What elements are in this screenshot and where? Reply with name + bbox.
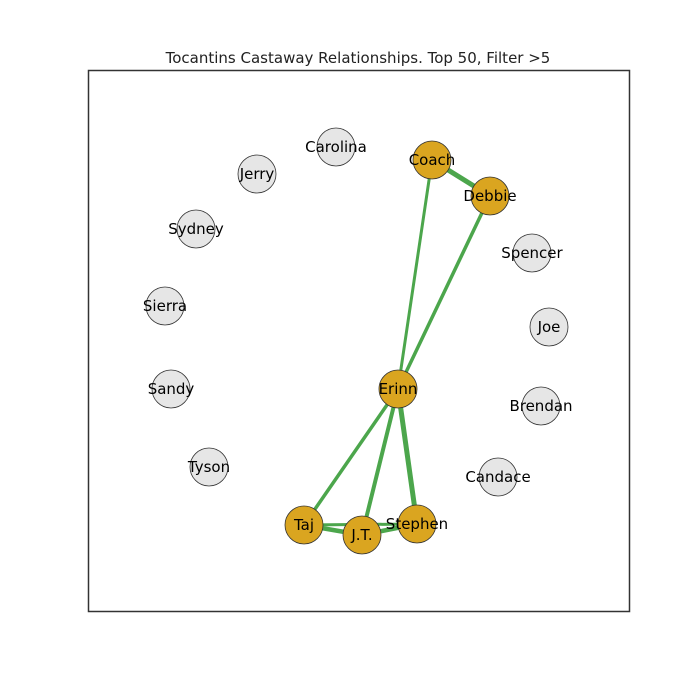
node-circle-debbie bbox=[470, 176, 510, 216]
node-circle-erinn bbox=[378, 369, 418, 409]
node-circle-coach bbox=[412, 140, 452, 180]
node-sydney: Sydney bbox=[168, 209, 224, 249]
node-spencer: Spencer bbox=[501, 233, 564, 273]
node-label-jerry: Jerry bbox=[239, 165, 275, 183]
node-label-spencer: Spencer bbox=[501, 244, 563, 262]
node-carolina: Carolina bbox=[305, 127, 367, 167]
node-tyson: Tyson bbox=[187, 447, 230, 487]
node-circle-sandy bbox=[151, 369, 191, 409]
node-joe: Joe bbox=[529, 307, 569, 347]
node-label-erinn: Erinn bbox=[379, 380, 418, 398]
node-jt: J.T. bbox=[342, 515, 382, 555]
node-label-stephen: Stephen bbox=[386, 515, 448, 533]
node-debbie: Debbie bbox=[463, 176, 517, 216]
node-label-candace: Candace bbox=[465, 468, 530, 486]
node-label-sydney: Sydney bbox=[168, 220, 224, 238]
node-erinn: Erinn bbox=[378, 369, 418, 409]
node-jerry: Jerry bbox=[237, 154, 277, 194]
node-circle-jerry bbox=[237, 154, 277, 194]
node-label-tyson: Tyson bbox=[187, 458, 230, 476]
node-taj: Taj bbox=[284, 505, 324, 545]
node-coach: Coach bbox=[409, 140, 456, 180]
node-circle-joe bbox=[529, 307, 569, 347]
node-circle-stephen bbox=[397, 504, 437, 544]
edge-debbie-erinn bbox=[396, 194, 492, 391]
nodes-layer: Carolina Coach Jerry Debbie Sydney Spencer Sie… bbox=[143, 127, 573, 555]
node-label-sandy: Sandy bbox=[148, 380, 195, 398]
edge-erinn-jt bbox=[360, 387, 400, 537]
node-circle-spencer bbox=[512, 233, 552, 273]
node-label-brendan: Brendan bbox=[509, 397, 572, 415]
node-label-carolina: Carolina bbox=[305, 138, 367, 156]
node-circle-candace bbox=[478, 457, 518, 497]
node-label-taj: Taj bbox=[293, 516, 314, 534]
node-candace: Candace bbox=[465, 457, 531, 497]
node-circle-brendan bbox=[521, 386, 561, 426]
node-circle-carolina bbox=[316, 127, 356, 167]
node-label-sierra: Sierra bbox=[143, 297, 187, 315]
node-circle-jt bbox=[342, 515, 382, 555]
node-label-joe: Joe bbox=[537, 318, 561, 336]
node-sierra: Sierra bbox=[143, 286, 187, 326]
edge-erinn-stephen bbox=[395, 386, 420, 527]
edge-coach-erinn bbox=[396, 158, 434, 391]
chart-title: Tocantins Castaway Relationships. Top 50… bbox=[165, 49, 551, 67]
node-label-jt: J.T. bbox=[350, 526, 372, 544]
node-circle-sydney bbox=[176, 209, 216, 249]
node-brendan: Brendan bbox=[509, 386, 573, 426]
edge-erinn-taj bbox=[302, 387, 400, 527]
node-circle-taj bbox=[284, 505, 324, 545]
node-circle-sierra bbox=[145, 286, 185, 326]
node-sandy: Sandy bbox=[148, 369, 195, 409]
node-label-debbie: Debbie bbox=[463, 187, 516, 205]
node-stephen: Stephen bbox=[386, 504, 448, 544]
node-label-coach: Coach bbox=[409, 151, 456, 169]
node-circle-tyson bbox=[189, 447, 229, 487]
